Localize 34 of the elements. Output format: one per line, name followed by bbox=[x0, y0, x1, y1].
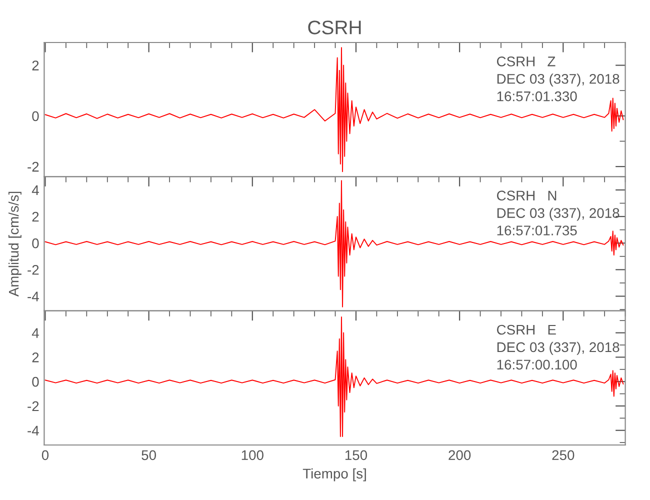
annotation: CSRH E bbox=[497, 324, 556, 335]
y-tick-label: 4 bbox=[32, 185, 39, 195]
y-axis-title: Amplitud [cm/s/s] bbox=[8, 192, 22, 297]
y-tick-label: -2 bbox=[28, 401, 39, 411]
y-tick-label: 2 bbox=[32, 352, 39, 362]
y-tick-label: -4 bbox=[28, 292, 39, 302]
y-tick-label: 0 bbox=[32, 238, 39, 248]
x-tick-label: 0 bbox=[42, 450, 49, 460]
y-tick-label: 0 bbox=[32, 111, 39, 122]
annotation: DEC 03 (337), 2018 bbox=[497, 208, 620, 221]
x-axis-title: Tiempo [s] bbox=[302, 468, 366, 482]
chart-title: CSRH bbox=[308, 20, 361, 34]
x-tick-label: 50 bbox=[142, 450, 156, 460]
x-tick-label: 100 bbox=[242, 450, 264, 460]
y-tick-label: 2 bbox=[32, 212, 39, 222]
y-tick-label: -2 bbox=[28, 264, 39, 275]
x-tick-label: 200 bbox=[448, 450, 471, 460]
line-series bbox=[44, 316, 624, 437]
line-series bbox=[44, 180, 624, 308]
y-tick-label: -4 bbox=[28, 426, 39, 436]
annotation: 16:57:01.735 bbox=[497, 226, 577, 236]
y-tick-label: 4 bbox=[32, 328, 39, 338]
annotation: CSRH N bbox=[497, 190, 556, 201]
annotation: DEC 03 (337), 2018 bbox=[497, 342, 620, 355]
line-series bbox=[44, 47, 624, 172]
annotation: DEC 03 (337), 2018 bbox=[497, 74, 620, 87]
x-tick-label: 250 bbox=[552, 450, 574, 460]
annotation: 16:57:01.330 bbox=[497, 91, 577, 102]
y-tick-label: 0 bbox=[32, 376, 39, 387]
annotation: CSRH Z bbox=[497, 56, 556, 66]
y-tick-label: 2 bbox=[32, 60, 39, 70]
x-tick-label: 150 bbox=[345, 450, 368, 460]
annotation: 16:57:00.100 bbox=[497, 360, 577, 370]
y-tick-label: -2 bbox=[28, 162, 39, 172]
